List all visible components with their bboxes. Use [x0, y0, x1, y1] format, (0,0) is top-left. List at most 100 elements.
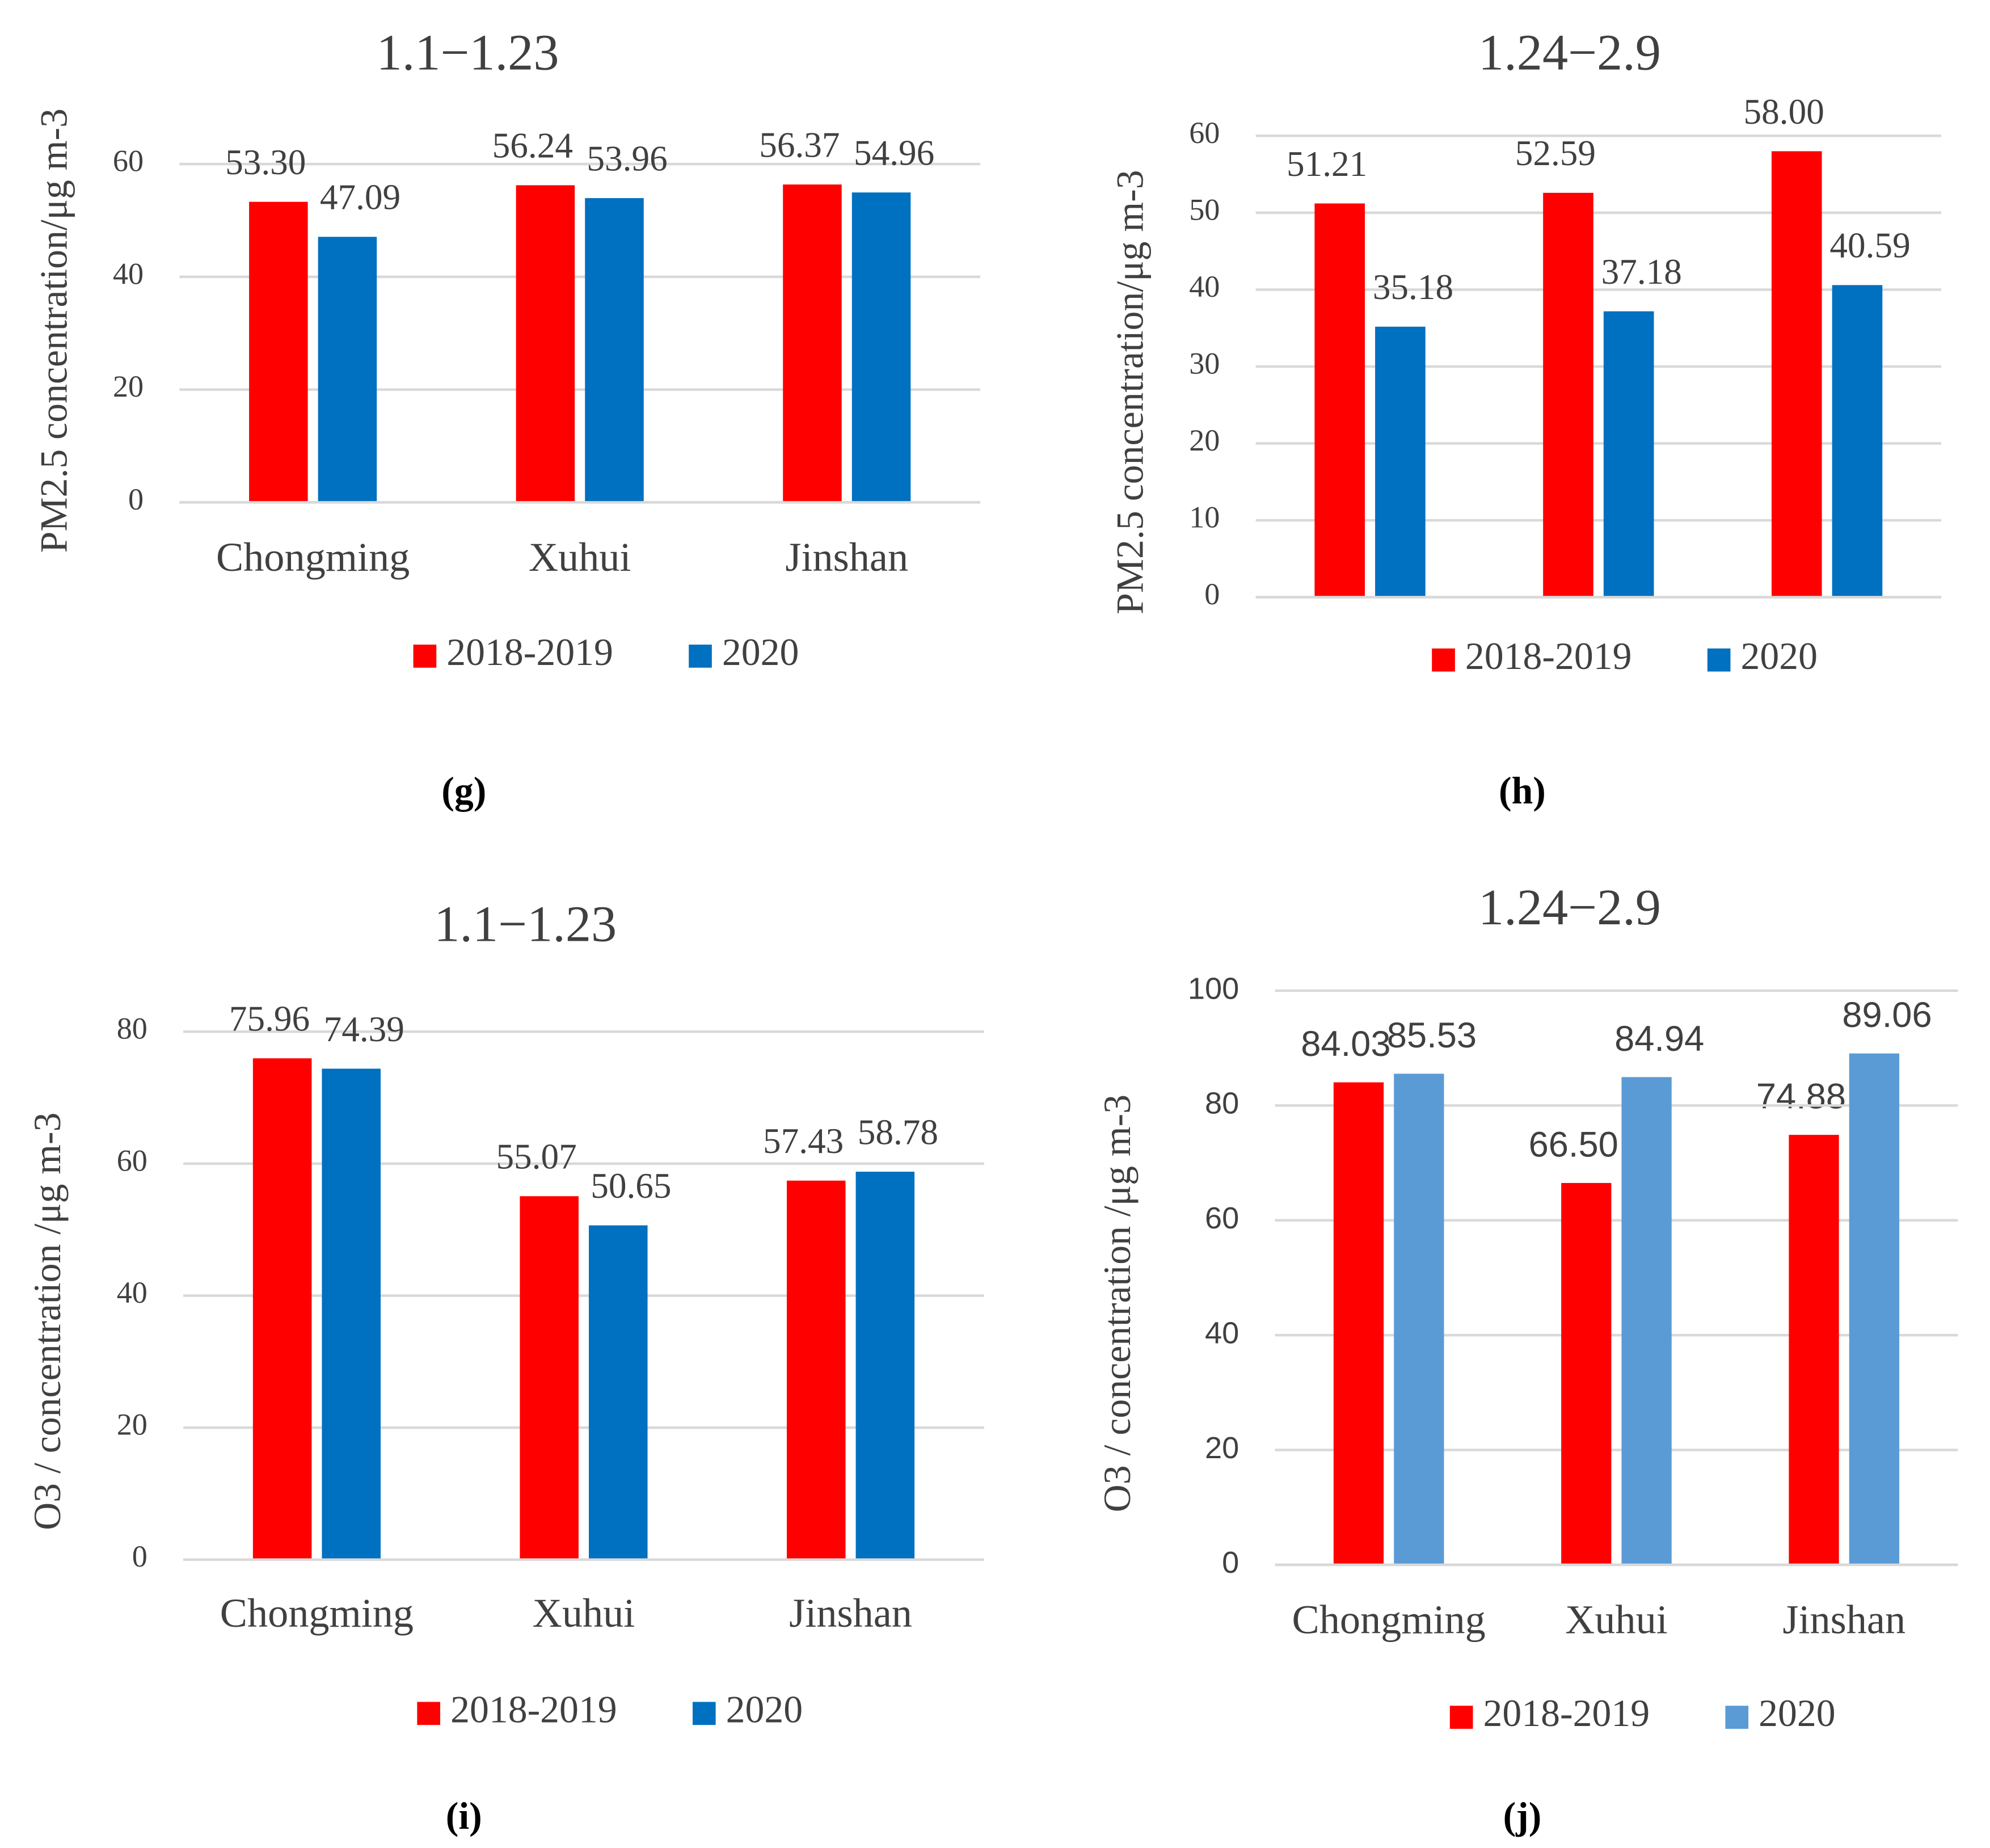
bar: [520, 1196, 579, 1560]
data-label: 58.00: [1744, 92, 1824, 132]
data-label: 84.03: [1301, 1024, 1390, 1064]
y-tick-label: 0: [128, 482, 144, 516]
legend-label: 2018-2019: [1483, 1692, 1650, 1735]
y-tick-label: 80: [1205, 1087, 1239, 1121]
chart-title: 1.24−2.9: [1478, 878, 1661, 936]
data-label: 58.78: [858, 1112, 938, 1152]
panel-label: (i): [446, 1795, 482, 1837]
chart: 1.24−2.9 PM2.5 concentration/μg m-3 (h) 0 10…: [1109, 23, 1942, 812]
bar: [585, 198, 644, 503]
x-tick-label: Chongming: [220, 1590, 414, 1636]
y-tick-label: 20: [113, 369, 144, 403]
legend-swatch: [1449, 1706, 1473, 1729]
y-tick-label: 30: [1189, 346, 1220, 380]
x-tick-label: Xuhui: [1565, 1597, 1668, 1642]
y-tick-label: 20: [117, 1408, 147, 1442]
y-tick-label: 60: [117, 1143, 147, 1177]
y-tick-label: 40: [1189, 270, 1220, 304]
x-tick-label: Xuhui: [533, 1590, 635, 1636]
data-label: 51.21: [1287, 144, 1367, 184]
chart-title: 1.24−2.9: [1478, 23, 1661, 81]
legend-swatch: [413, 645, 437, 668]
bar: [1394, 1074, 1444, 1565]
y-tick-label: 0: [132, 1539, 147, 1573]
bar: [1333, 1082, 1384, 1565]
data-label: 57.43: [763, 1121, 844, 1161]
legend-swatch: [1725, 1706, 1749, 1729]
bar: [1314, 203, 1365, 597]
x-tick-label: Chongming: [1292, 1597, 1486, 1642]
x-tick-label: Jinshan: [1782, 1597, 1905, 1642]
data-label: 37.18: [1601, 252, 1682, 292]
bar: [1621, 1077, 1672, 1565]
chart-title: 1.1−1.23: [434, 895, 617, 952]
legend-label: 2018-2019: [446, 631, 613, 673]
y-axis-label: PM2.5 concentration/μg m-3: [32, 108, 75, 553]
bar: [516, 185, 575, 503]
chart-title: 1.1−1.23: [377, 23, 559, 81]
data-label: 84.94: [1614, 1019, 1704, 1059]
data-label: 40.59: [1829, 226, 1910, 266]
bar: [786, 1180, 846, 1560]
data-label: 56.37: [759, 125, 840, 165]
legend-swatch: [1707, 648, 1731, 672]
y-tick-label: 60: [1205, 1201, 1239, 1235]
data-label: 74.88: [1756, 1077, 1846, 1117]
legend-swatch: [417, 1702, 440, 1725]
legend-label: 2018-2019: [1465, 635, 1632, 677]
data-label: 52.59: [1515, 133, 1596, 173]
legend-label: 2018-2019: [450, 1688, 617, 1731]
bar: [1375, 326, 1426, 597]
legend-swatch: [1432, 648, 1455, 672]
bar: [1771, 151, 1822, 597]
data-label: 74.39: [324, 1009, 404, 1049]
panel-label: (j): [1503, 1795, 1542, 1837]
chart: 1.1−1.23 O3 / concentration /μg m-3 (i) 0 20…: [26, 895, 984, 1837]
data-label: 55.07: [496, 1136, 576, 1176]
data-label: 75.96: [229, 999, 310, 1038]
bar: [1561, 1182, 1612, 1565]
data-label: 89.06: [1842, 995, 1932, 1035]
data-label: 53.30: [225, 142, 306, 182]
y-tick-label: 0: [1222, 1546, 1239, 1580]
y-tick-label: 40: [113, 256, 144, 291]
chart: 1.1−1.23 PM2.5 concentration/μg m-3 (g) 0 20…: [32, 23, 981, 812]
bar: [252, 1058, 312, 1560]
bar: [851, 192, 911, 503]
x-tick-label: Xuhui: [529, 534, 631, 580]
bar: [249, 201, 308, 503]
y-axis-label: PM2.5 concentration/μg m-3: [1109, 170, 1152, 614]
bar: [1603, 311, 1654, 597]
panel-label: (h): [1499, 769, 1546, 812]
y-tick-label: 100: [1188, 971, 1239, 1005]
data-label: 54.96: [854, 133, 934, 172]
y-tick-label: 60: [1189, 116, 1220, 150]
x-tick-label: Jinshan: [789, 1590, 912, 1636]
y-tick-label: 40: [117, 1276, 147, 1310]
legend-label: 2020: [726, 1688, 803, 1731]
bar: [589, 1225, 648, 1560]
bar: [1832, 285, 1883, 597]
bar: [783, 184, 842, 503]
data-label: 47.09: [320, 178, 400, 217]
legend-label: 2020: [722, 631, 799, 673]
x-tick-label: Jinshan: [785, 534, 908, 580]
data-label: 85.53: [1387, 1016, 1477, 1055]
bar: [1849, 1053, 1900, 1565]
x-tick-label: Chongming: [216, 534, 410, 580]
bar: [1543, 192, 1593, 597]
data-label: 50.65: [591, 1166, 671, 1206]
legend-swatch: [689, 645, 712, 668]
y-tick-label: 60: [113, 144, 144, 178]
data-label: 56.24: [492, 126, 573, 166]
chart: 1.24−2.9 O3 / concentration /μg m-3 (j) 0 20…: [1096, 878, 1958, 1837]
y-tick-label: 80: [117, 1012, 147, 1046]
y-tick-label: 50: [1189, 192, 1220, 226]
y-tick-label: 10: [1189, 500, 1220, 534]
y-axis-label: O3 / concentration /μg m-3: [26, 1113, 69, 1530]
bar: [318, 237, 377, 503]
data-label: 53.96: [587, 138, 667, 178]
bar: [1789, 1135, 1839, 1565]
